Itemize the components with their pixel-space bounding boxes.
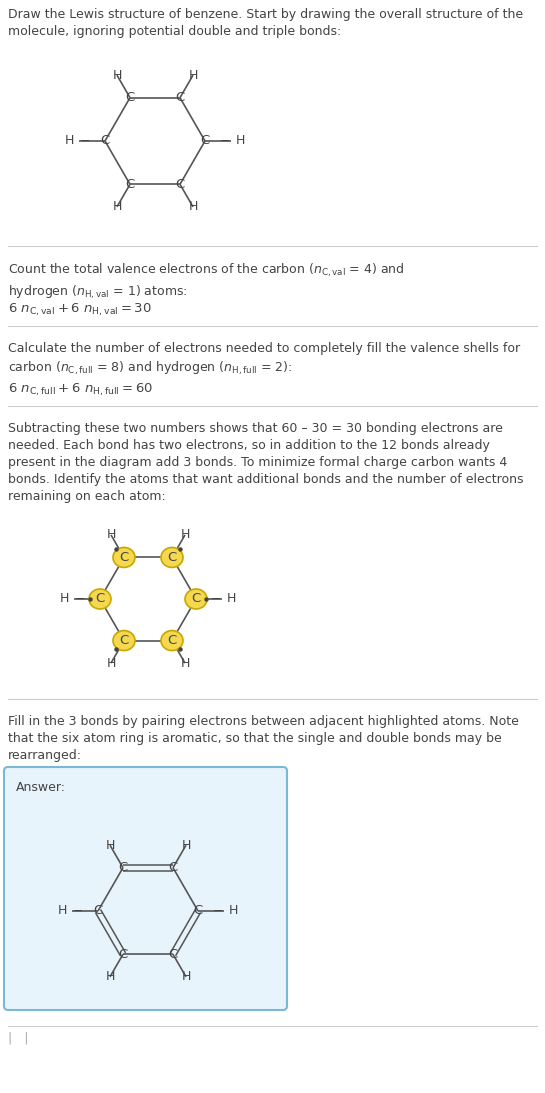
Text: H: H	[181, 838, 191, 851]
Text: H: H	[58, 905, 67, 917]
Text: C: C	[175, 178, 185, 191]
Text: C: C	[167, 551, 177, 564]
Text: C: C	[95, 592, 105, 606]
Text: Answer:: Answer:	[16, 781, 66, 794]
Text: −: −	[80, 134, 90, 148]
Text: −: −	[73, 905, 83, 917]
Text: $6\ n_{\mathrm{C,full}} + 6\ n_{\mathrm{H,full}} = 60$: $6\ n_{\mathrm{C,full}} + 6\ n_{\mathrm{…	[8, 381, 153, 399]
Text: H: H	[189, 200, 198, 213]
Text: C: C	[175, 91, 185, 104]
Text: C: C	[168, 948, 178, 961]
Text: H: H	[189, 69, 198, 82]
Text: C: C	[191, 592, 201, 606]
Text: H: H	[106, 528, 116, 541]
Text: −: −	[220, 134, 230, 148]
Text: H: H	[236, 134, 245, 148]
Text: Draw the Lewis structure of benzene. Start by drawing the overall structure of t: Draw the Lewis structure of benzene. Sta…	[8, 8, 523, 38]
Ellipse shape	[113, 548, 135, 567]
Text: Count the total valence electrons of the carbon ($n_{\mathrm{C,val}}$ = 4) and
h: Count the total valence electrons of the…	[8, 262, 405, 302]
Text: C: C	[125, 178, 135, 191]
Text: C: C	[118, 948, 128, 961]
FancyBboxPatch shape	[4, 767, 287, 1010]
Text: H: H	[181, 971, 191, 984]
Text: H: H	[112, 200, 122, 213]
Text: −: −	[213, 905, 223, 917]
Text: Fill in the 3 bonds by pairing electrons between adjacent highlighted atoms. Not: Fill in the 3 bonds by pairing electrons…	[8, 715, 519, 762]
Text: H: H	[105, 971, 114, 984]
Text: |   |: | |	[8, 1032, 28, 1045]
Ellipse shape	[185, 589, 207, 609]
Text: C: C	[125, 91, 135, 104]
Text: H: H	[229, 905, 238, 917]
Text: H: H	[59, 592, 69, 606]
Text: −: −	[210, 592, 221, 606]
Text: H: H	[106, 657, 116, 670]
Text: Subtracting these two numbers shows that 60 – 30 = 30 bonding electrons are
need: Subtracting these two numbers shows that…	[8, 422, 524, 503]
Ellipse shape	[89, 589, 111, 609]
Text: H: H	[65, 134, 74, 148]
Text: C: C	[118, 861, 128, 874]
Text: C: C	[100, 134, 110, 148]
Ellipse shape	[161, 548, 183, 567]
Ellipse shape	[161, 631, 183, 650]
Text: C: C	[167, 634, 177, 647]
Text: $6\ n_{\mathrm{C,val}} + 6\ n_{\mathrm{H,val}} = 30$: $6\ n_{\mathrm{C,val}} + 6\ n_{\mathrm{H…	[8, 302, 152, 318]
Text: H: H	[180, 528, 190, 541]
Text: C: C	[193, 905, 203, 917]
Ellipse shape	[113, 631, 135, 650]
Text: C: C	[119, 551, 129, 564]
Text: C: C	[201, 134, 210, 148]
Text: C: C	[119, 634, 129, 647]
Text: H: H	[105, 838, 114, 851]
Text: H: H	[227, 592, 237, 606]
Text: Calculate the number of electrons needed to completely fill the valence shells f: Calculate the number of electrons needed…	[8, 342, 520, 377]
Text: −: −	[75, 592, 86, 606]
Text: C: C	[93, 905, 102, 917]
Text: H: H	[112, 69, 122, 82]
Text: C: C	[168, 861, 178, 874]
Text: H: H	[180, 657, 190, 670]
